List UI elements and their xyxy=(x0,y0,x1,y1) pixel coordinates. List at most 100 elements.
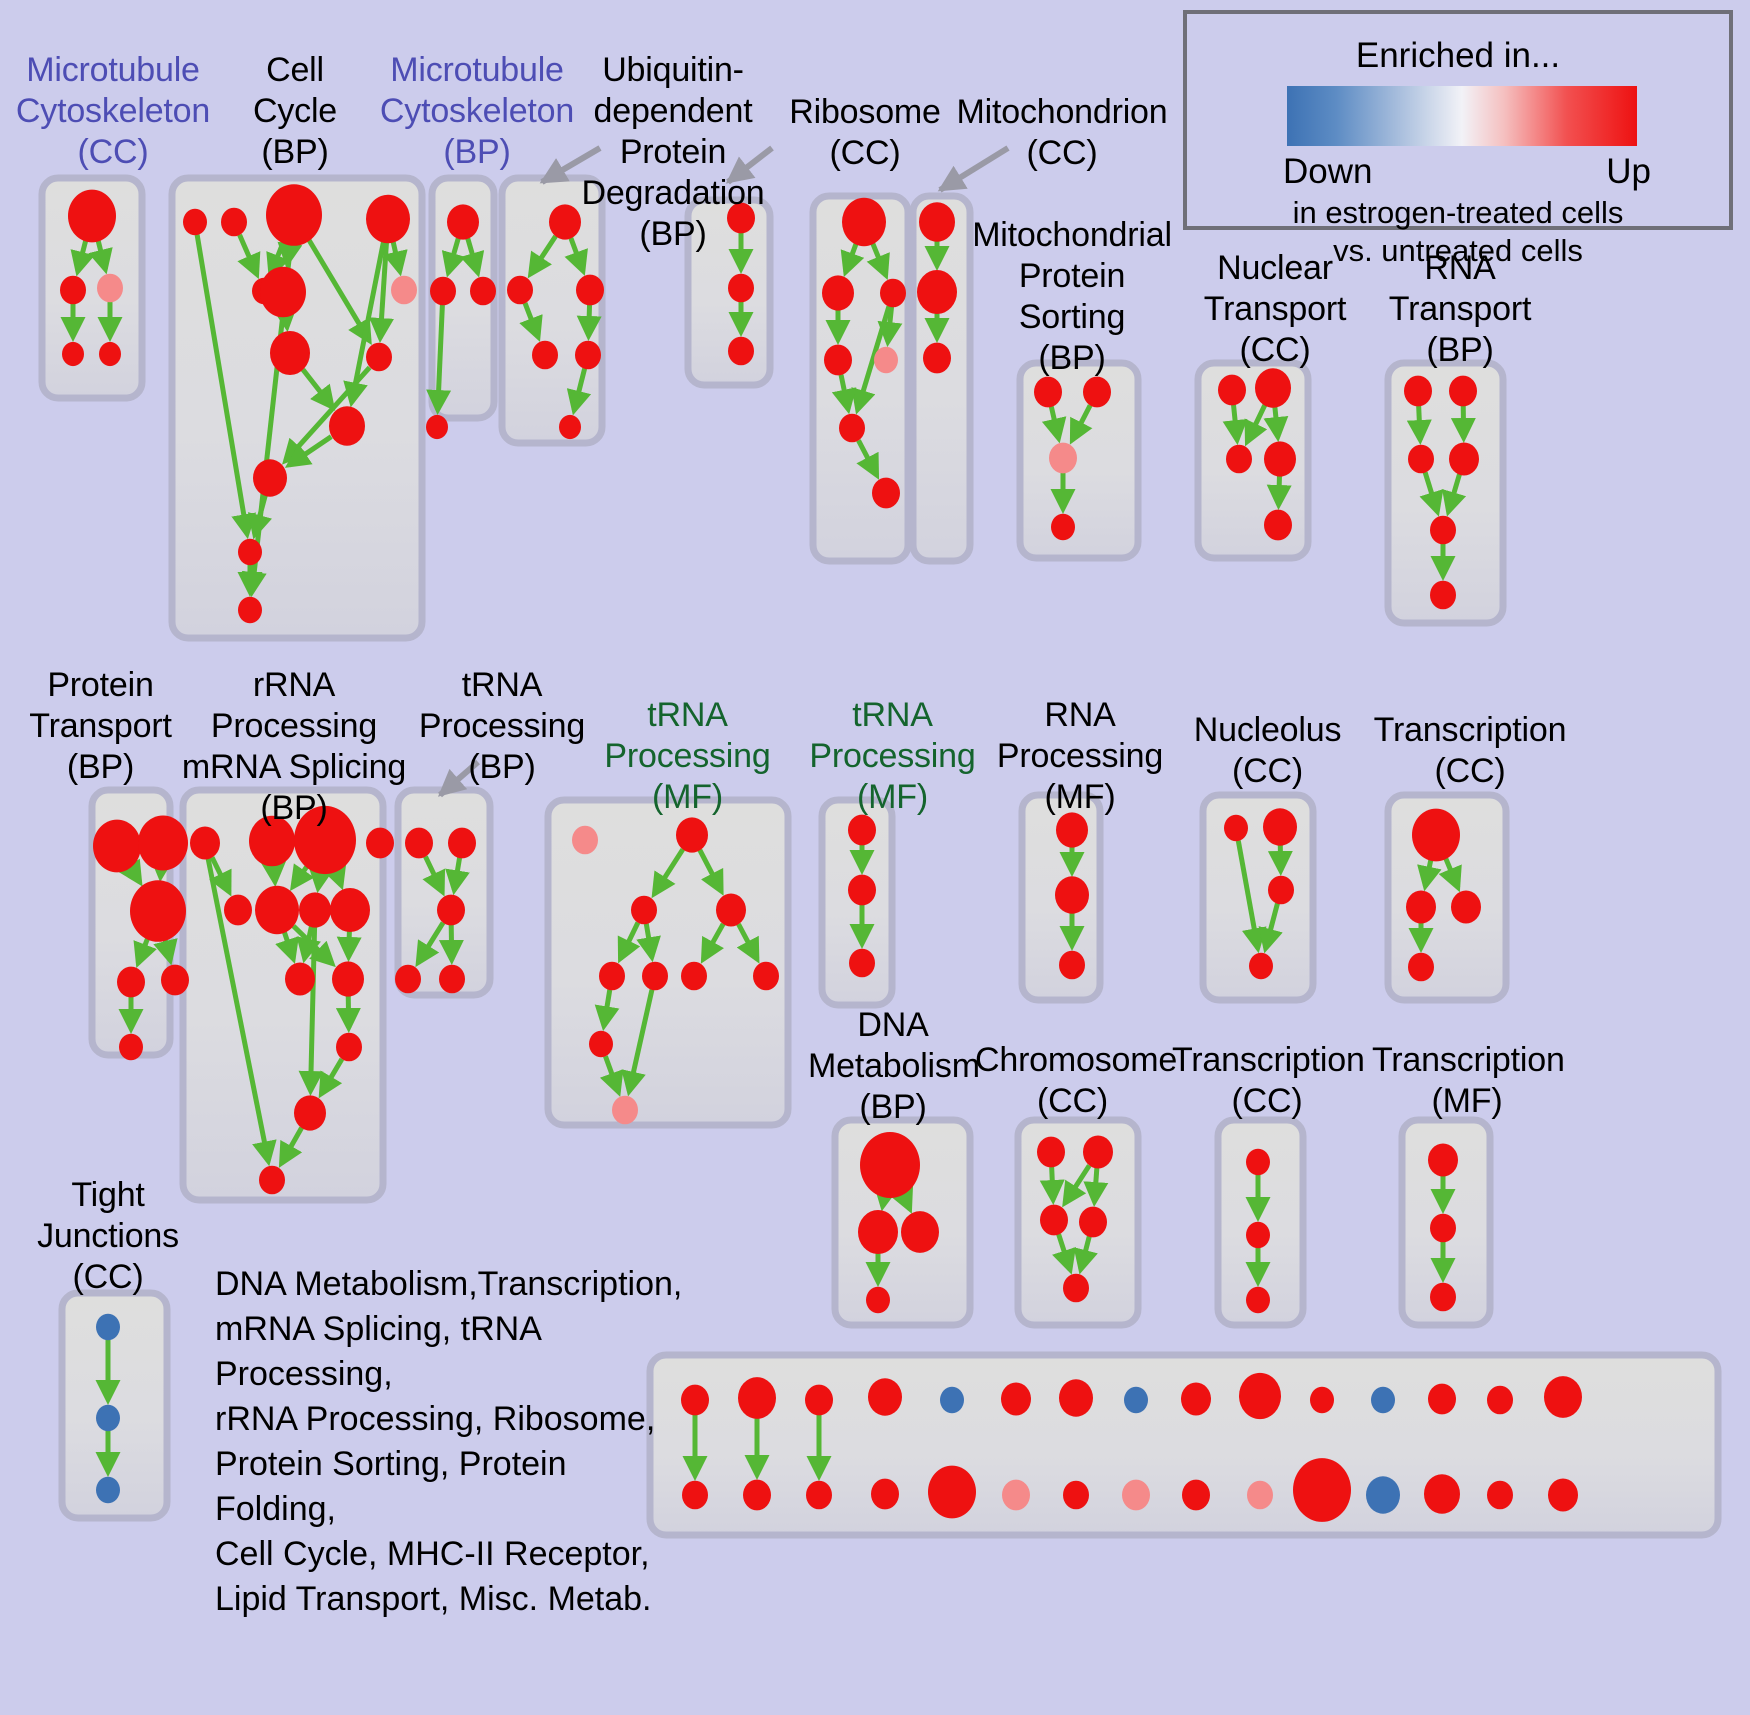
graph-node[interactable] xyxy=(839,413,865,443)
graph-node[interactable] xyxy=(928,1465,976,1519)
graph-node[interactable] xyxy=(332,961,364,997)
graph-node[interactable] xyxy=(919,202,955,242)
graph-node[interactable] xyxy=(1263,808,1297,846)
graph-node[interactable] xyxy=(447,204,479,240)
graph-node[interactable] xyxy=(1049,442,1077,474)
graph-node[interactable] xyxy=(1544,1376,1582,1418)
graph-node[interactable] xyxy=(676,817,708,853)
graph-node[interactable] xyxy=(1428,1383,1456,1415)
graph-node[interactable] xyxy=(430,276,456,306)
graph-node[interactable] xyxy=(1239,1372,1281,1420)
graph-node[interactable] xyxy=(738,1377,776,1419)
graph-node[interactable] xyxy=(1083,376,1111,408)
graph-node[interactable] xyxy=(716,893,746,927)
graph-node[interactable] xyxy=(1040,1204,1068,1236)
graph-node[interactable] xyxy=(259,1165,285,1195)
graph-node[interactable] xyxy=(1404,375,1432,407)
graph-node[interactable] xyxy=(612,1095,638,1125)
graph-node[interactable] xyxy=(1249,952,1273,980)
graph-node[interactable] xyxy=(161,964,189,996)
graph-node[interactable] xyxy=(1034,376,1062,408)
graph-node[interactable] xyxy=(1001,1382,1031,1416)
graph-node[interactable] xyxy=(1002,1479,1030,1511)
graph-node[interactable] xyxy=(743,1479,771,1511)
graph-node[interactable] xyxy=(1182,1479,1210,1511)
graph-node[interactable] xyxy=(1487,1480,1513,1510)
graph-node[interactable] xyxy=(270,331,310,375)
graph-node[interactable] xyxy=(1122,1479,1150,1511)
graph-node[interactable] xyxy=(426,414,448,440)
graph-node[interactable] xyxy=(858,1210,898,1254)
graph-node[interactable] xyxy=(266,184,322,246)
graph-node[interactable] xyxy=(62,341,84,367)
graph-node[interactable] xyxy=(806,1480,832,1510)
graph-node[interactable] xyxy=(60,275,86,305)
graph-node[interactable] xyxy=(901,1211,939,1253)
graph-node[interactable] xyxy=(681,961,707,991)
graph-node[interactable] xyxy=(1083,1135,1113,1169)
graph-node[interactable] xyxy=(872,477,900,509)
graph-node[interactable] xyxy=(285,962,315,996)
graph-node[interactable] xyxy=(559,414,581,440)
graph-node[interactable] xyxy=(572,825,598,855)
graph-node[interactable] xyxy=(1424,1474,1460,1514)
graph-node[interactable] xyxy=(575,340,601,370)
graph-node[interactable] xyxy=(868,1378,902,1416)
graph-node[interactable] xyxy=(1366,1476,1400,1514)
graph-node[interactable] xyxy=(1246,1286,1270,1314)
graph-node[interactable] xyxy=(330,888,370,932)
graph-node[interactable] xyxy=(753,961,779,991)
graph-node[interactable] xyxy=(682,1480,708,1510)
graph-node[interactable] xyxy=(642,961,668,991)
graph-node[interactable] xyxy=(190,826,220,860)
graph-node[interactable] xyxy=(576,274,604,306)
graph-node[interactable] xyxy=(1264,441,1296,477)
graph-node[interactable] xyxy=(589,1030,613,1058)
graph-node[interactable] xyxy=(1051,513,1075,541)
graph-node[interactable] xyxy=(1224,814,1248,842)
graph-node[interactable] xyxy=(1255,368,1291,408)
graph-node[interactable] xyxy=(260,266,306,318)
graph-node[interactable] xyxy=(1079,1206,1107,1238)
graph-node[interactable] xyxy=(728,336,754,366)
graph-node[interactable] xyxy=(1247,1480,1273,1510)
graph-node[interactable] xyxy=(532,340,558,370)
graph-node[interactable] xyxy=(1548,1478,1578,1512)
graph-node[interactable] xyxy=(1063,1480,1089,1510)
graph-node[interactable] xyxy=(1428,1143,1458,1177)
graph-node[interactable] xyxy=(294,805,356,875)
graph-node[interactable] xyxy=(849,948,875,978)
graph-node[interactable] xyxy=(1449,375,1477,407)
graph-node[interactable] xyxy=(1268,875,1294,905)
graph-node[interactable] xyxy=(1430,580,1456,610)
graph-node[interactable] xyxy=(681,1384,709,1416)
graph-node[interactable] xyxy=(1226,444,1252,474)
graph-node[interactable] xyxy=(1408,444,1434,474)
graph-node[interactable] xyxy=(1449,442,1479,476)
graph-node[interactable] xyxy=(860,1132,920,1198)
graph-node[interactable] xyxy=(866,1286,890,1314)
graph-node[interactable] xyxy=(1181,1382,1211,1416)
graph-node[interactable] xyxy=(1406,890,1436,924)
graph-node[interactable] xyxy=(1246,1148,1270,1176)
graph-node[interactable] xyxy=(138,815,188,871)
graph-node[interactable] xyxy=(249,815,295,867)
graph-node[interactable] xyxy=(824,344,852,376)
graph-node[interactable] xyxy=(117,966,145,998)
graph-node[interactable] xyxy=(549,204,581,240)
graph-node[interactable] xyxy=(1059,1379,1093,1417)
graph-node[interactable] xyxy=(96,1404,120,1432)
graph-node[interactable] xyxy=(96,1476,120,1504)
graph-node[interactable] xyxy=(405,827,433,859)
graph-node[interactable] xyxy=(1451,890,1481,924)
graph-node[interactable] xyxy=(1293,1458,1351,1522)
graph-node[interactable] xyxy=(871,1478,899,1510)
graph-node[interactable] xyxy=(1371,1386,1395,1414)
graph-node[interactable] xyxy=(130,880,186,942)
graph-node[interactable] xyxy=(439,964,465,994)
graph-node[interactable] xyxy=(470,276,496,306)
graph-node[interactable] xyxy=(97,273,123,303)
graph-node[interactable] xyxy=(329,406,365,446)
graph-node[interactable] xyxy=(1487,1385,1513,1415)
graph-node[interactable] xyxy=(183,208,207,236)
